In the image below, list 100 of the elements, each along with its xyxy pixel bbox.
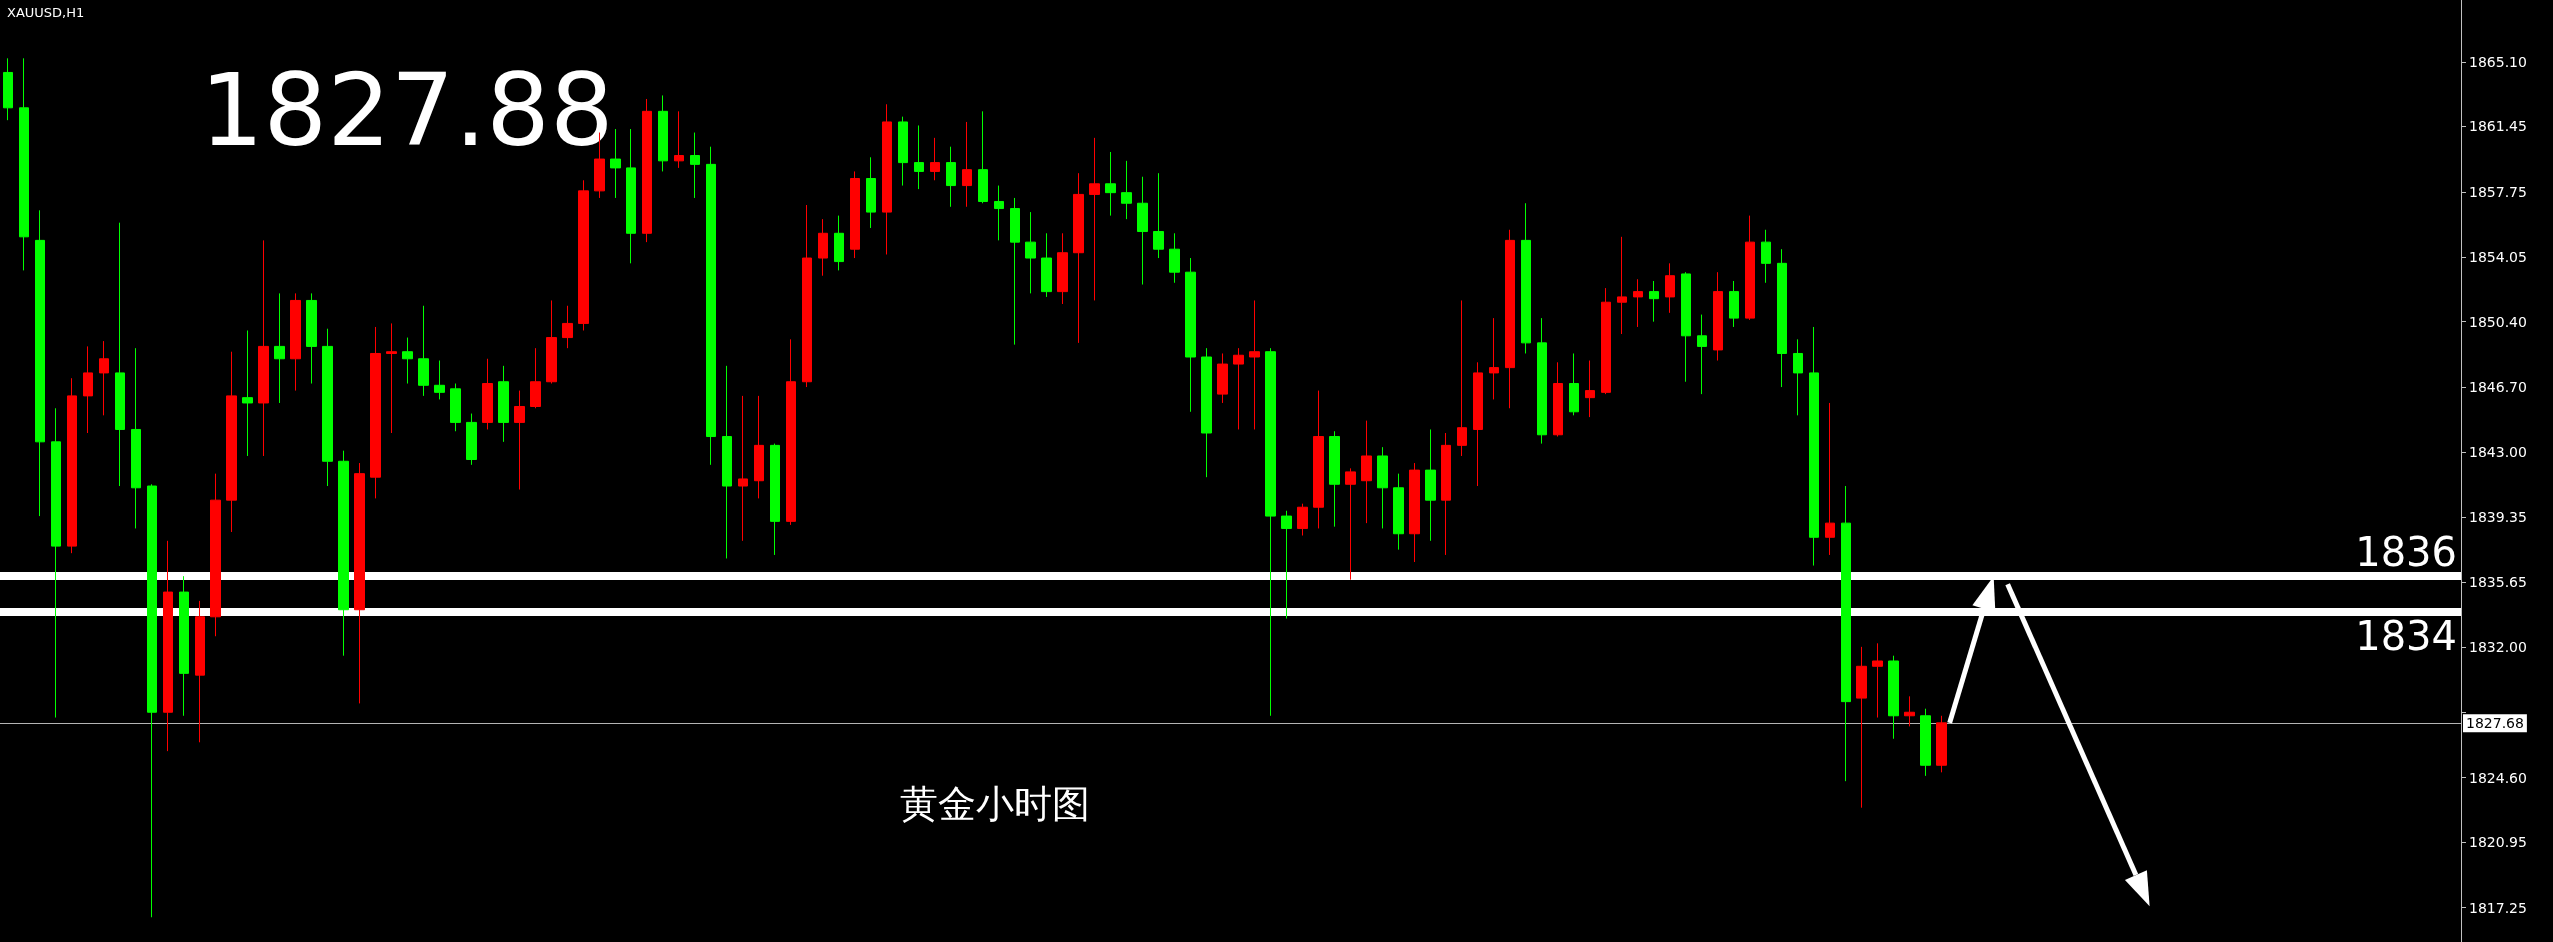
candlestick	[642, 98, 652, 243]
y-tick-label: 1861.45	[2469, 118, 2527, 135]
candlestick	[882, 103, 892, 255]
y-tick-label: 1846.70	[2469, 379, 2527, 396]
candlestick	[274, 292, 285, 404]
candlestick	[226, 351, 237, 533]
candlestick	[306, 292, 317, 385]
candlestick	[210, 473, 221, 637]
candlestick	[1777, 248, 1787, 388]
candlestick	[946, 146, 956, 208]
candlestick	[994, 185, 1004, 241]
candlestick	[562, 305, 573, 349]
candlestick	[179, 575, 189, 717]
y-tick-label: 1832.00	[2469, 638, 2527, 655]
candlestick	[1010, 197, 1020, 346]
candlestick	[195, 600, 205, 743]
candlestick	[1377, 446, 1388, 529]
candlestick	[147, 483, 157, 918]
candlestick	[1489, 317, 1499, 400]
candlestick	[610, 128, 621, 199]
candlestick	[1681, 271, 1691, 383]
candlestick	[1153, 172, 1164, 259]
candlestick	[626, 128, 636, 264]
candlestick	[1137, 176, 1148, 286]
candlestick	[258, 239, 269, 457]
candlestick	[1281, 510, 1292, 620]
candlestick	[722, 365, 732, 559]
y-tick-label: 1865.10	[2469, 53, 2527, 70]
candlestick	[354, 462, 365, 704]
candlestick	[1361, 420, 1372, 524]
candlestick	[322, 328, 333, 487]
annotation: 黄金小时图	[900, 782, 1090, 826]
candlestick	[754, 395, 764, 499]
candlestick	[930, 137, 940, 181]
candlestick	[418, 305, 429, 397]
candlestick	[99, 340, 109, 416]
candlestick	[1217, 352, 1228, 404]
candlestick	[1633, 278, 1643, 328]
candlestick	[290, 292, 301, 392]
candlestick	[1872, 642, 1883, 719]
candlestick	[1057, 232, 1068, 305]
candlestick	[402, 337, 413, 385]
candlestick	[658, 94, 668, 172]
candlestick	[514, 390, 525, 491]
candlestick	[450, 383, 461, 432]
candlestick	[1888, 655, 1899, 740]
candlestick	[51, 407, 61, 719]
candlestick	[1553, 361, 1563, 438]
candlestick	[1233, 347, 1244, 430]
y-tick-label: 1850.40	[2469, 313, 2527, 330]
candlestick	[434, 360, 445, 400]
candlestick	[1025, 211, 1036, 294]
candlestick	[850, 170, 860, 259]
chart-title: XAUUSD,H1	[7, 5, 85, 20]
candlestick	[1105, 151, 1116, 217]
y-tick-label: 1839.35	[2469, 508, 2527, 525]
y-tick-label: 1857.75	[2469, 183, 2527, 200]
candlestick	[1904, 695, 1915, 727]
candlestick	[1697, 314, 1707, 395]
candlestick	[1793, 338, 1803, 416]
y-tick-label: 1843.00	[2469, 444, 2527, 461]
candlestick	[3, 57, 13, 121]
candlestick	[1761, 229, 1771, 284]
candlestick	[1425, 428, 1436, 542]
candlestick	[1313, 390, 1324, 529]
candlestick	[19, 57, 29, 271]
y-tick-label: 1817.25	[2469, 899, 2527, 916]
ref-line-label: 1834	[2355, 612, 2457, 659]
ref-line-label: 1836	[2355, 529, 2457, 576]
candlestick	[1569, 352, 1579, 416]
y-tick-label: 1824.60	[2469, 769, 2527, 786]
candlestick	[1601, 287, 1611, 395]
candlestick	[498, 365, 509, 443]
candlestick	[1713, 271, 1723, 362]
candlestick	[1920, 708, 1931, 777]
candlestick	[35, 209, 45, 517]
candlestick	[1329, 430, 1340, 528]
candlestick	[786, 338, 796, 526]
candlestick	[1665, 262, 1675, 314]
candlestick	[1441, 432, 1451, 556]
candlestick	[914, 124, 924, 190]
candlestick	[1073, 172, 1084, 344]
candlestick	[1297, 503, 1308, 537]
candlestick	[1617, 236, 1627, 335]
candlestick	[1521, 202, 1531, 354]
candlestick	[163, 540, 173, 752]
candlestick	[67, 377, 77, 554]
candlestick	[466, 413, 477, 466]
candlestick	[1856, 646, 1867, 809]
candlestick	[1169, 232, 1180, 284]
candlestick	[802, 204, 812, 388]
candlestick	[386, 322, 397, 434]
y-tick-label: 1854.05	[2469, 249, 2527, 266]
candlestick	[1345, 467, 1356, 581]
candlestick	[866, 156, 876, 229]
candlestick	[546, 299, 557, 385]
candlestick	[1809, 326, 1819, 567]
candlestick	[690, 132, 700, 199]
y-tick-label: 1835.65	[2469, 574, 2527, 591]
candlestick	[131, 347, 141, 529]
